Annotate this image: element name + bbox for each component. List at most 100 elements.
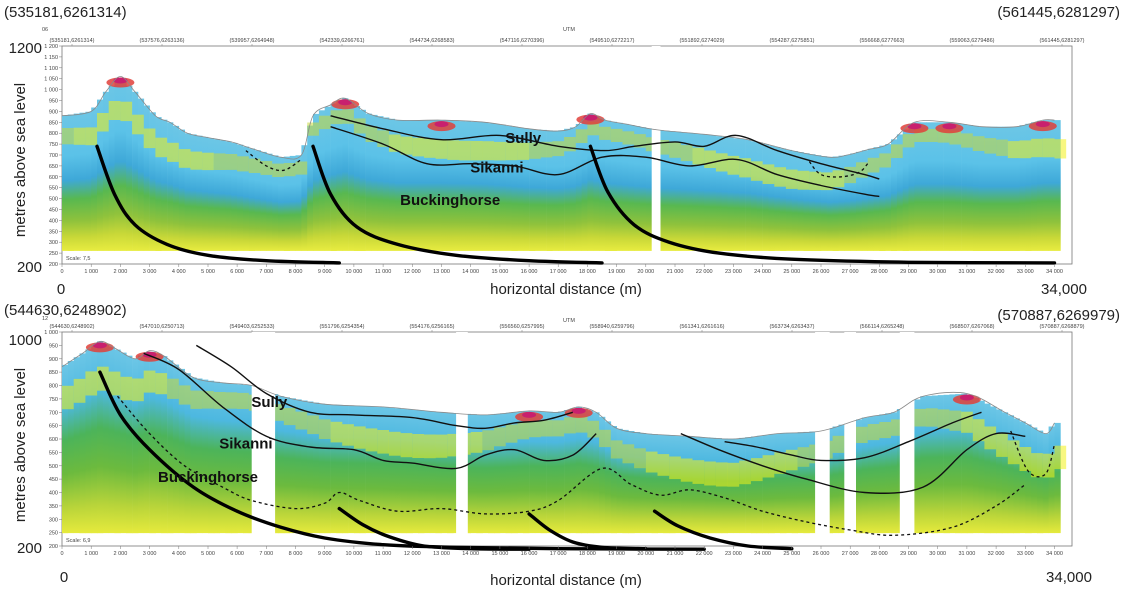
lower-resistivity-column <box>575 406 582 534</box>
upper-resistivity-column <box>505 125 512 251</box>
upper-resistivity-column <box>377 116 384 251</box>
upper-resistivity-column <box>546 130 553 251</box>
lower-resistivity-column <box>237 384 244 534</box>
lower-resistivity-column <box>318 403 326 534</box>
upper-resistivity-column <box>248 148 255 251</box>
upper-resistivity-column <box>476 122 483 251</box>
lower-resistivity-patch <box>108 371 121 396</box>
lower-x-tick-label: 21 000 <box>667 551 684 557</box>
upper-resistivity-column <box>558 130 565 251</box>
lower-resistivity-column <box>149 351 156 534</box>
lower-x-tick-label: 18 000 <box>579 551 596 557</box>
upper-top-axis-title: UTM <box>563 27 575 33</box>
upper-resistivity-column <box>213 139 220 251</box>
upper-x-tick-label: 19 000 <box>608 269 625 275</box>
upper-y-tick-label: 850 <box>49 120 58 126</box>
upper-x-tick-label: 33 000 <box>1017 269 1034 275</box>
upper-resistivity-patch <box>283 163 296 177</box>
upper-resistivity-column <box>675 131 682 251</box>
upper-resistivity-column <box>937 122 944 251</box>
lower-resistivity-patch <box>715 462 728 487</box>
upper-resistivity-patch <box>622 131 635 145</box>
upper-y-label-top: 1200 <box>9 40 42 57</box>
upper-resistivity-column <box>488 123 495 251</box>
lower-top-left-note: 12 <box>42 316 48 322</box>
upper-x-tick-label: 12 000 <box>404 269 421 275</box>
lower-resistivity-column <box>342 405 349 534</box>
lower-resistivity-patch <box>237 392 249 409</box>
upper-resistivity-column <box>1031 122 1038 251</box>
lower-resistivity-column <box>1042 433 1049 534</box>
lower-resistivity-column <box>476 414 483 534</box>
upper-resistivity-column <box>966 125 974 251</box>
upper-resistivity-column <box>896 134 904 251</box>
lower-top-tick-label: (558940,6259796) <box>590 324 635 330</box>
lower-resistivity-patch <box>400 433 413 458</box>
lower-resistivity-column <box>85 349 92 534</box>
lower-resistivity-column <box>313 402 320 534</box>
upper-resistivity-column <box>108 85 115 251</box>
upper-resistivity-column <box>616 122 623 251</box>
upper-x-tick-label: 13 000 <box>433 269 450 275</box>
upper-resistivity-column <box>1001 126 1009 251</box>
upper-resistivity-column <box>856 151 863 251</box>
lower-resistivity-column <box>371 406 378 534</box>
upper-formation-labels: Sully Sikanni Buckinghorse <box>400 130 542 209</box>
lower-x-tick-label: 29 000 <box>900 551 917 557</box>
lower-x-tick-label: 14 000 <box>462 551 479 557</box>
lower-resistivity-column <box>745 437 752 534</box>
upper-resistivity-column <box>289 155 296 251</box>
lower-resistivity-column <box>307 401 314 534</box>
upper-top-tick-label: (551892,6274029) <box>680 38 725 44</box>
lower-resistivity-column <box>272 394 279 534</box>
lower-horizon-sikanni <box>143 352 597 470</box>
lower-y-tick-label: 350 <box>49 504 58 510</box>
lower-resistivity-patch <box>972 419 985 442</box>
upper-resistivity-column <box>715 136 723 251</box>
upper-resistivity-column <box>202 136 209 251</box>
upper-x-label-start: 0 <box>57 281 65 298</box>
upper-resistivity-column <box>424 120 431 251</box>
upper-top-tick-label: (537576,6263136) <box>140 38 185 44</box>
lower-top-tick-label: (561341,6261616) <box>680 324 725 330</box>
upper-top-tick-label: (554287,6275851) <box>770 38 815 44</box>
upper-resistivity-column <box>1019 125 1026 251</box>
lower-resistivity-patch <box>283 408 296 426</box>
lower-resistivity-patch <box>669 456 681 480</box>
lower-resistivity-column <box>505 412 512 534</box>
lower-resistivity-patch <box>552 420 565 437</box>
lower-fault-line <box>337 506 531 551</box>
lower-y-tick-label: 500 <box>49 464 58 470</box>
upper-resistivity-column <box>266 153 273 251</box>
upper-resistivity-column <box>791 151 798 251</box>
upper-resistivity-patch <box>388 134 401 152</box>
upper-resistivity-patch <box>85 127 98 146</box>
lower-resistivity-column <box>534 411 542 534</box>
upper-x-tick-label: 5 000 <box>201 269 215 275</box>
upper-x-tick-label: 1 000 <box>84 269 98 275</box>
upper-resistivity-column <box>581 118 588 251</box>
lower-resistivity-column <box>926 395 933 534</box>
upper-y-tick-label: 1 200 <box>44 44 58 50</box>
upper-resistivity-patch <box>143 128 156 149</box>
upper-resistivity-column <box>91 107 98 251</box>
upper-resistivity-column <box>208 138 215 251</box>
upper-resistivity-patch <box>715 153 728 172</box>
upper-resistivity-column <box>359 109 366 251</box>
upper-resistivity-patch <box>680 145 693 162</box>
upper-resistivity-patch <box>155 137 168 158</box>
upper-resistivity-patch <box>447 140 459 160</box>
lower-resistivity-column <box>324 404 331 534</box>
upper-resistivity-patch <box>926 128 938 142</box>
upper-resistivity-column <box>1007 126 1014 251</box>
lower-resistivity-column <box>692 436 699 534</box>
lower-resistivity-patch <box>657 454 670 476</box>
lower-x-tick-label: 0 <box>60 551 63 557</box>
lower-resistivity-column <box>289 398 296 534</box>
lower-y-tick-label: 700 <box>49 410 58 416</box>
lower-x-tick-label: 31 000 <box>958 551 975 557</box>
lower-resistivity-column <box>990 406 997 534</box>
lower-x-tick-label: 33 000 <box>1017 551 1034 557</box>
upper-resistivity-patch <box>248 158 261 173</box>
upper-resistivity-column <box>832 156 839 251</box>
